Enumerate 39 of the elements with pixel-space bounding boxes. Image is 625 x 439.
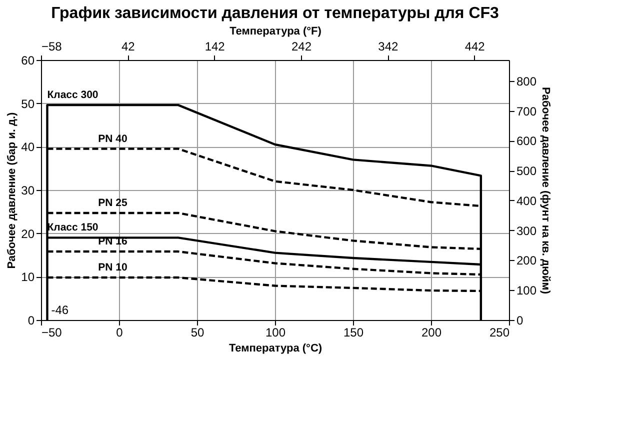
x2-tick-label: 442	[464, 40, 486, 54]
x2-axis-title: Температура (°F)	[230, 26, 322, 38]
series-label: PN 40	[98, 132, 128, 145]
series-label: PN 10	[98, 262, 128, 274]
x2-tick-label: 142	[204, 40, 226, 54]
y-axis-title: Рабочее давление (бар и. д.)	[6, 112, 18, 269]
y-tick-label: 10	[21, 270, 35, 284]
x2-tick-label: −58	[42, 40, 62, 54]
x-tick-label: 200	[421, 326, 442, 340]
y-tick-label: 0	[28, 314, 35, 328]
x-tick-label: 100	[265, 326, 286, 340]
y-tick-label: 40	[21, 140, 35, 154]
annotation: -46	[51, 303, 69, 317]
y2-tick-label: 300	[516, 224, 537, 238]
x-tick-label: 250	[489, 326, 510, 340]
x-tick-label: −50	[42, 326, 62, 340]
x2-tick-label: 342	[378, 40, 398, 54]
x2-tick-label: 242	[291, 40, 312, 54]
y2-tick-label: 700	[516, 104, 537, 118]
y2-tick-label: 500	[516, 164, 537, 178]
y2-axis-title: Рабочее давление (фунт на кв. дюйм)	[540, 87, 552, 294]
y2-tick-label: 600	[516, 134, 537, 148]
series-label: Класс 300	[47, 89, 98, 102]
x-axis-title: Температура (°C)	[228, 342, 322, 354]
y-tick-label: 60	[21, 54, 35, 68]
y2-tick-label: 200	[516, 254, 537, 268]
y2-tick-label: 100	[516, 284, 537, 298]
y2-tick-label: 0	[516, 314, 524, 328]
y-tick-label: 30	[21, 184, 35, 198]
x-tick-label: 50	[190, 326, 204, 340]
x-tick-label: 150	[343, 326, 364, 340]
x2-tick-label: 42	[121, 40, 136, 54]
series-label: PN 25	[98, 196, 128, 209]
x-tick-label: 0	[116, 326, 124, 340]
y-tick-label: 50	[21, 96, 35, 111]
y2-tick-label: 400	[516, 194, 537, 208]
y-tick-label: 20	[21, 226, 35, 241]
chart-title: График зависимости давления от температуры для CF3	[51, 5, 500, 22]
y2-tick-label: 800	[516, 74, 537, 88]
